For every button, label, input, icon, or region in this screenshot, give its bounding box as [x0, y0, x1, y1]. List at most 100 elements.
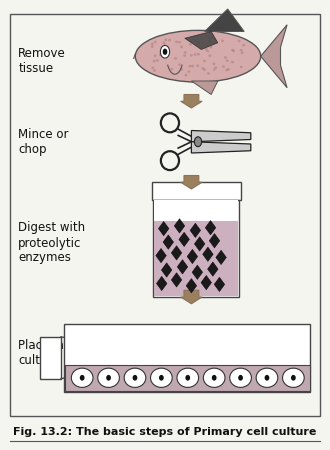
Ellipse shape [207, 72, 210, 75]
Ellipse shape [230, 368, 251, 387]
Ellipse shape [190, 54, 193, 57]
Polygon shape [171, 246, 182, 260]
Ellipse shape [183, 54, 186, 57]
Ellipse shape [151, 43, 154, 45]
Polygon shape [191, 130, 251, 142]
Text: Remove
tissue: Remove tissue [18, 47, 66, 75]
Ellipse shape [210, 46, 213, 49]
Ellipse shape [238, 40, 241, 42]
Polygon shape [185, 32, 218, 50]
Ellipse shape [193, 39, 196, 42]
Ellipse shape [168, 39, 171, 41]
Ellipse shape [193, 53, 196, 56]
Ellipse shape [231, 61, 234, 63]
Polygon shape [163, 235, 174, 249]
Ellipse shape [153, 60, 156, 63]
Polygon shape [208, 262, 218, 276]
Ellipse shape [184, 74, 187, 76]
Ellipse shape [180, 68, 183, 71]
Polygon shape [216, 250, 226, 265]
Ellipse shape [153, 69, 156, 72]
Ellipse shape [154, 40, 157, 43]
Ellipse shape [282, 368, 304, 387]
Ellipse shape [135, 31, 261, 82]
Ellipse shape [205, 48, 208, 51]
Ellipse shape [197, 42, 200, 45]
Ellipse shape [162, 42, 165, 45]
Ellipse shape [178, 41, 181, 44]
Bar [40, 337, 61, 379]
Ellipse shape [184, 51, 187, 54]
Polygon shape [181, 94, 202, 108]
Ellipse shape [209, 54, 212, 57]
Bar [10, 14, 320, 416]
Bar [154, 200, 238, 296]
Polygon shape [156, 276, 167, 291]
Ellipse shape [160, 45, 170, 58]
Ellipse shape [208, 40, 211, 43]
Ellipse shape [156, 59, 159, 62]
Polygon shape [214, 277, 225, 292]
Ellipse shape [178, 63, 181, 66]
Ellipse shape [197, 41, 200, 44]
Bar [153, 200, 239, 297]
Ellipse shape [164, 39, 167, 41]
Polygon shape [171, 273, 182, 287]
Ellipse shape [256, 368, 278, 387]
Polygon shape [174, 219, 185, 233]
Ellipse shape [232, 50, 235, 52]
Text: Digest with
proteolytic
enzymes: Digest with proteolytic enzymes [18, 221, 85, 265]
Ellipse shape [151, 45, 154, 48]
Ellipse shape [231, 49, 234, 51]
Ellipse shape [163, 49, 167, 55]
Ellipse shape [213, 68, 216, 71]
Ellipse shape [71, 368, 93, 387]
Ellipse shape [124, 368, 146, 387]
Polygon shape [181, 290, 202, 304]
Bar [65, 365, 310, 391]
Polygon shape [179, 232, 189, 247]
Text: Fig. 13.2: The basic steps of Primary cell culture: Fig. 13.2: The basic steps of Primary ce… [13, 427, 317, 437]
Ellipse shape [188, 65, 191, 68]
Ellipse shape [265, 375, 269, 381]
Polygon shape [177, 260, 188, 274]
Text: Place in
culture: Place in culture [18, 339, 64, 367]
Ellipse shape [180, 45, 183, 48]
Ellipse shape [159, 54, 162, 56]
Ellipse shape [194, 137, 202, 147]
Bar [64, 324, 310, 392]
Ellipse shape [175, 40, 178, 43]
Ellipse shape [213, 63, 215, 65]
Text: Mince or
chop: Mince or chop [18, 128, 69, 156]
Ellipse shape [221, 40, 224, 42]
Polygon shape [201, 275, 212, 290]
Ellipse shape [153, 54, 156, 57]
Ellipse shape [241, 51, 244, 54]
Polygon shape [205, 9, 244, 32]
Polygon shape [156, 248, 166, 263]
Ellipse shape [106, 375, 111, 381]
Polygon shape [190, 223, 201, 238]
Ellipse shape [214, 66, 217, 69]
Ellipse shape [189, 43, 192, 46]
Polygon shape [194, 237, 205, 251]
Ellipse shape [203, 68, 206, 71]
Polygon shape [205, 220, 216, 235]
Ellipse shape [224, 56, 227, 59]
Ellipse shape [187, 70, 190, 73]
Ellipse shape [201, 67, 204, 70]
Polygon shape [186, 279, 197, 293]
Ellipse shape [225, 69, 228, 72]
Ellipse shape [80, 375, 84, 381]
Ellipse shape [197, 53, 200, 56]
Polygon shape [191, 81, 218, 94]
Polygon shape [203, 247, 213, 261]
Bar [152, 182, 241, 200]
Ellipse shape [240, 49, 243, 52]
Ellipse shape [150, 368, 172, 387]
Ellipse shape [196, 64, 199, 67]
Ellipse shape [151, 67, 154, 69]
Polygon shape [161, 263, 172, 277]
Polygon shape [187, 249, 198, 264]
Ellipse shape [222, 65, 225, 68]
